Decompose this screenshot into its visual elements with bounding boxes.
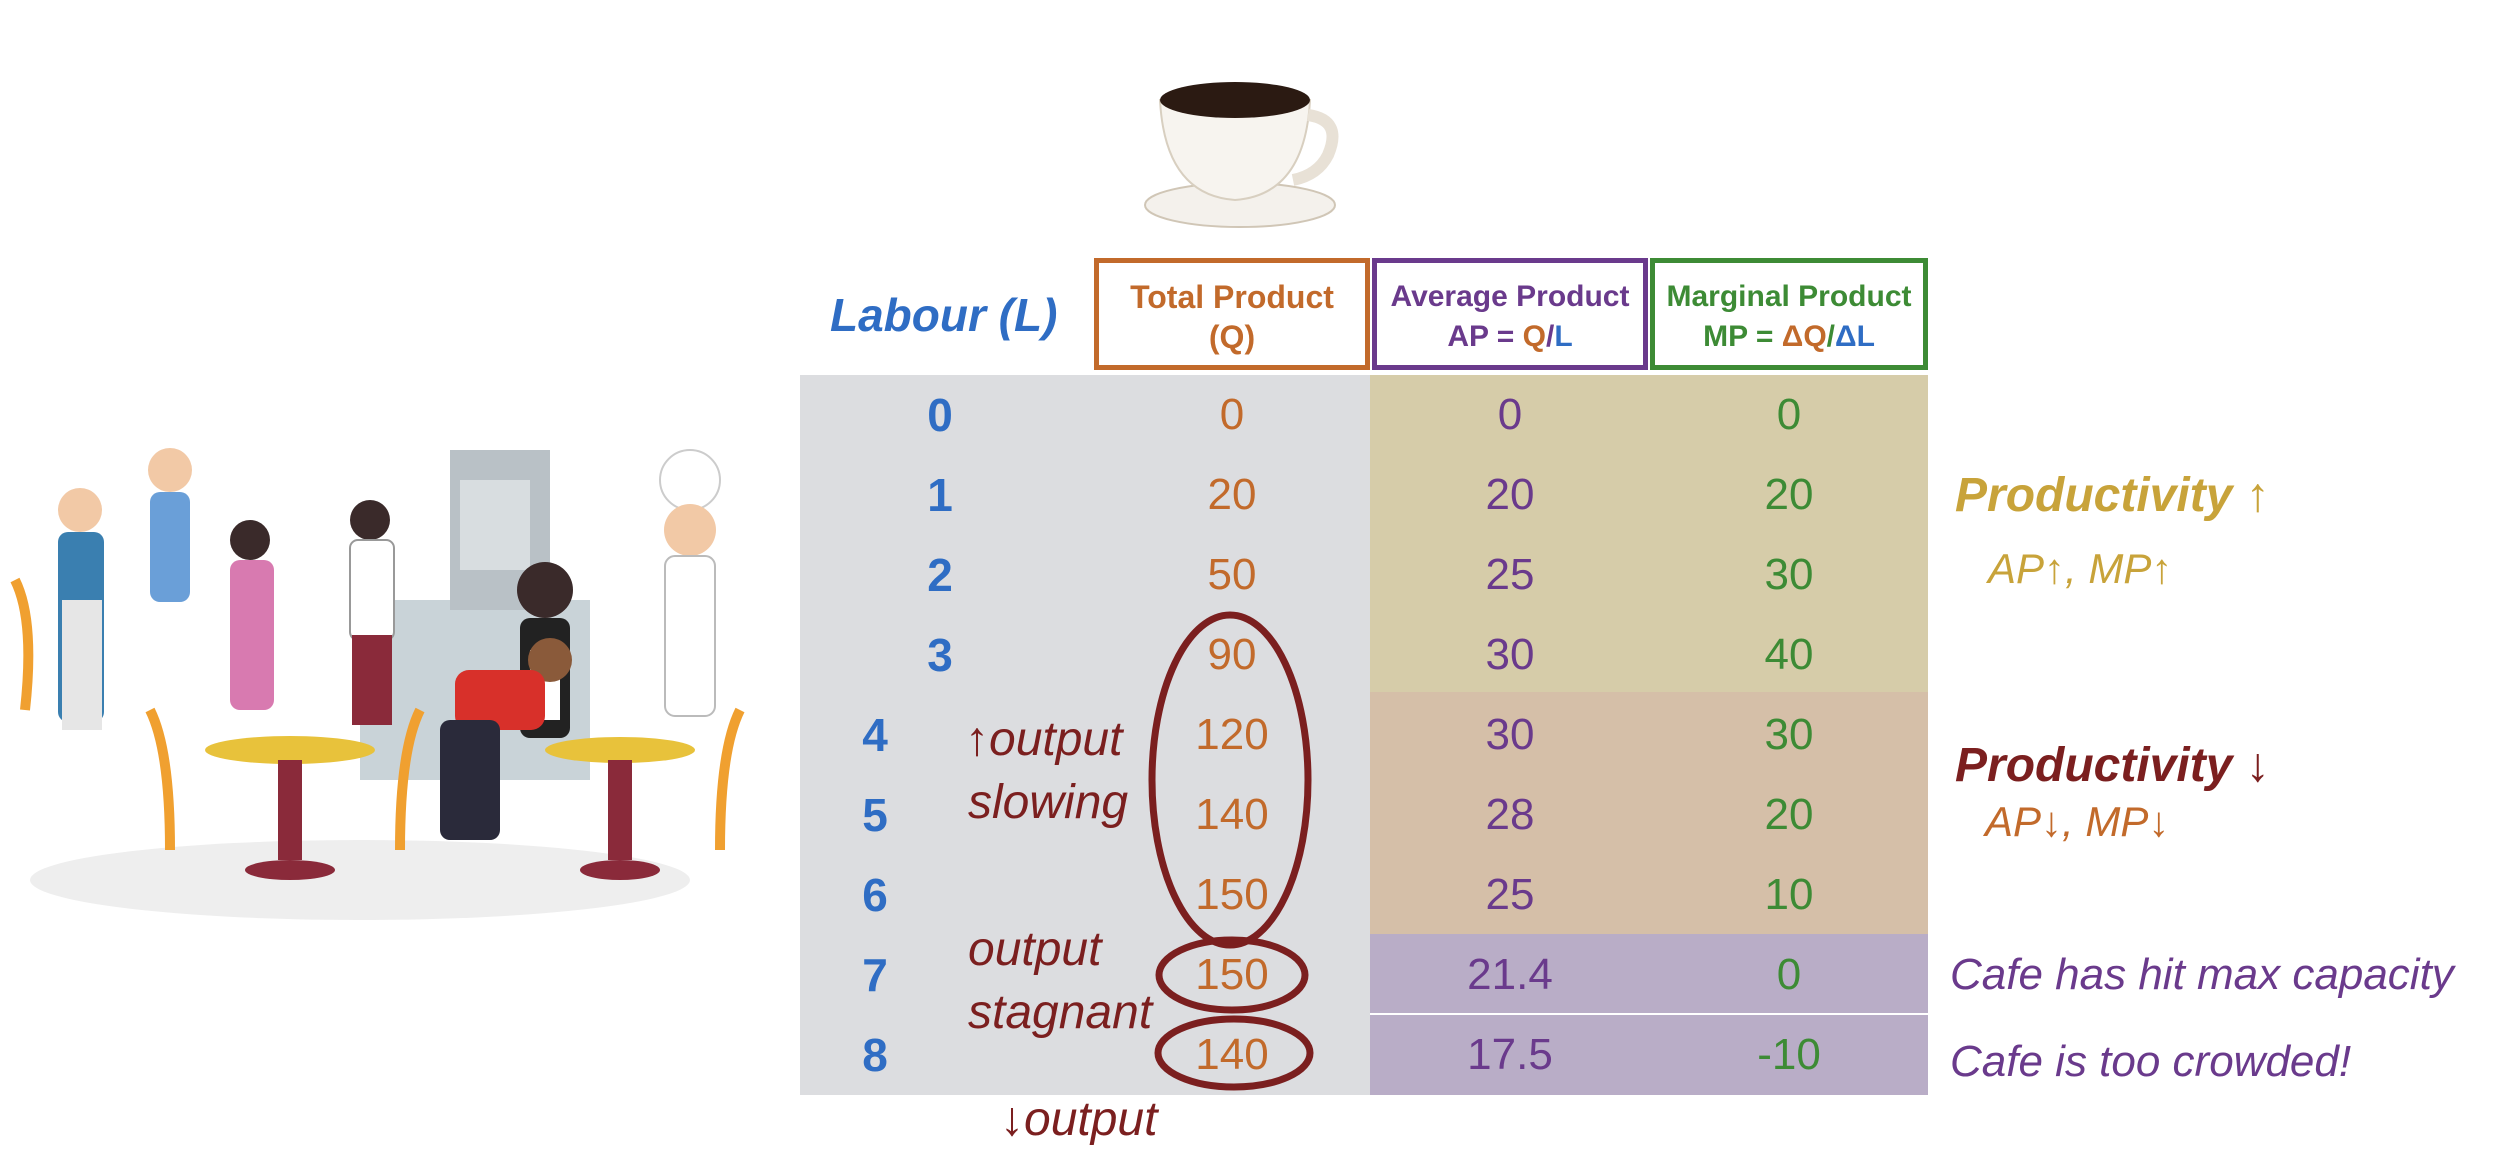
total-product-cell: 90 <box>1207 630 1257 679</box>
max-capacity-note: Cafe has hit max capacity <box>1950 950 2454 999</box>
average-product-cell: 17.5 <box>1467 1030 1553 1079</box>
total-product-header-title: Total Product <box>1130 279 1334 315</box>
marginal-product-cell: -10 <box>1757 1030 1821 1079</box>
labour-cell: 4 <box>862 709 888 761</box>
mp-formula-l: ΔL <box>1835 320 1875 353</box>
average-product-cell: 28 <box>1485 790 1535 839</box>
marginal-product-formula: MP = ΔQ/ΔL <box>1655 317 1923 357</box>
total-product-cell: 0 <box>1219 390 1245 439</box>
ap-formula-slash: / <box>1546 320 1555 353</box>
marginal-product-cell: 30 <box>1764 550 1814 599</box>
marginal-product-header: Marginal Product MP = ΔQ/ΔL <box>1650 258 1928 370</box>
marginal-product-cell: 30 <box>1764 710 1814 759</box>
total-product-cell: 120 <box>1195 710 1269 759</box>
average-product-cell: 0 <box>1497 390 1523 439</box>
labour-cell: 0 <box>927 389 953 441</box>
marginal-product-cell: 20 <box>1764 790 1814 839</box>
average-product-cell: 25 <box>1485 870 1535 919</box>
output-falling-note: ↓output <box>1000 1093 1158 1146</box>
average-product-header-title: Average Product <box>1390 280 1630 313</box>
total-product-cell: 140 <box>1195 790 1269 839</box>
average-product-cell: 20 <box>1485 470 1535 519</box>
total-product-cell: 50 <box>1207 550 1257 599</box>
labour-cell: 7 <box>862 949 888 1001</box>
marginal-product-cell: 20 <box>1764 470 1814 519</box>
max-capacity-band <box>1370 934 1928 1013</box>
marginal-product-header-title: Marginal Product <box>1666 280 1912 313</box>
average-product-cell: 21.4 <box>1467 950 1553 999</box>
ap-formula-l: L <box>1554 320 1573 353</box>
average-product-cell: 25 <box>1485 550 1535 599</box>
marginal-product-cell: 40 <box>1764 630 1814 679</box>
mp-formula-q: ΔQ <box>1781 320 1827 353</box>
table-row: 1 20 20 20 <box>800 455 1928 535</box>
decreasing-productivity-band <box>1370 692 1928 934</box>
output-stagnant-note-line2: stagnant <box>968 986 1153 1039</box>
table-row: 2 50 25 30 <box>800 535 1928 615</box>
total-product-cell: 150 <box>1195 870 1269 919</box>
labour-header: Labour (L) <box>830 289 1058 341</box>
productivity-down-label: Productivity ↓ <box>1955 739 2270 792</box>
labour-cell: 8 <box>862 1029 888 1081</box>
labour-cell: 3 <box>927 629 953 681</box>
increasing-productivity-band <box>1370 375 1928 692</box>
crowded-band <box>1370 1015 1928 1095</box>
average-product-formula: AP = Q/L <box>1377 317 1643 357</box>
average-product-cell: 30 <box>1485 710 1535 759</box>
labour-cell: 6 <box>862 869 888 921</box>
average-product-header: Average Product AP = Q/L <box>1372 258 1648 370</box>
mp-formula-prefix: MP = <box>1703 320 1782 353</box>
table-row: 3 90 30 40 <box>800 615 1928 695</box>
marginal-product-cell: 0 <box>1776 390 1802 439</box>
output-stagnant-note-line1: output <box>968 923 1102 976</box>
total-product-header: Total Product (Q) <box>1094 258 1370 370</box>
marginal-product-cell: 0 <box>1776 950 1802 999</box>
marginal-product-cell: 10 <box>1764 870 1814 919</box>
productivity-up-label: Productivity ↑ <box>1955 469 2270 522</box>
coffee-cup-icon <box>1144 82 1339 228</box>
productivity-down-detail: AP↓, MP↓ <box>1985 798 2170 845</box>
table-row: 0 0 0 0 <box>800 375 1928 455</box>
ap-formula-prefix: AP = <box>1447 320 1523 353</box>
cafe-staff-illustration <box>10 448 745 920</box>
ap-formula-q: Q <box>1522 320 1546 353</box>
labour-cell: 1 <box>927 469 953 521</box>
average-product-cell: 30 <box>1485 630 1535 679</box>
labour-cell: 5 <box>862 789 888 841</box>
total-product-header-symbol: (Q) <box>1208 319 1256 355</box>
total-product-cell: 20 <box>1207 470 1257 519</box>
labour-cell: 2 <box>927 549 953 601</box>
too-crowded-note: Cafe is too crowded! <box>1950 1037 2352 1086</box>
productivity-up-detail: AP↑, MP↑ <box>1988 545 2173 592</box>
output-slowing-note: slowing <box>968 776 1129 829</box>
mp-formula-slash: / <box>1826 320 1835 353</box>
output-rising-note: ↑output <box>965 713 1123 766</box>
